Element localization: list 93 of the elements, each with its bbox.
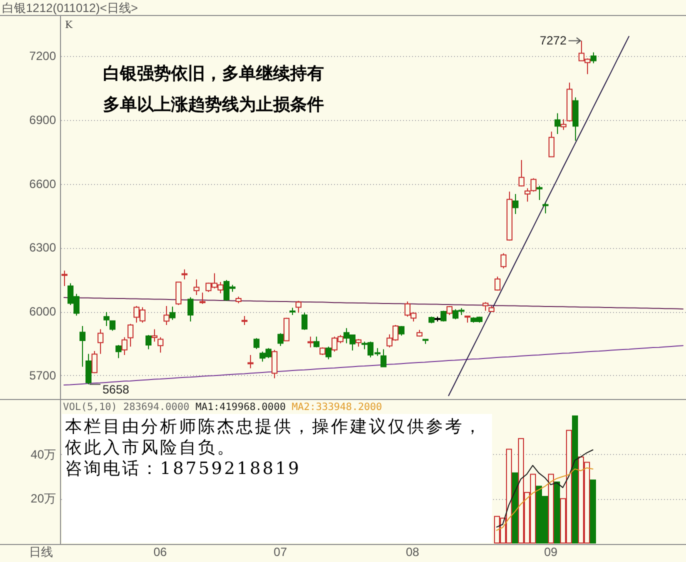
candlestick: [296, 300, 302, 314]
candlestick: [500, 252, 506, 269]
candlestick: [62, 270, 68, 286]
candlestick: [560, 118, 566, 130]
x-tick-label: 06: [153, 545, 168, 559]
candlestick: [170, 306, 176, 320]
annotation: 咨询电话：18759218819: [65, 459, 301, 479]
line-series: [496, 449, 594, 528]
candlestick: [356, 338, 362, 348]
candlestick: [164, 306, 170, 326]
candlestick: [380, 348, 386, 368]
candlestick: [194, 278, 200, 296]
y-tick-label: 6600: [29, 176, 56, 191]
candlestick: [512, 194, 518, 215]
line-series: [448, 36, 630, 396]
candlestick: [506, 191, 512, 242]
candlestick: [416, 329, 422, 338]
candlestick: [464, 315, 470, 324]
candlestick: [308, 336, 314, 348]
candlestick: [398, 326, 404, 336]
candlestick: [518, 159, 524, 188]
line-series: [496, 467, 594, 531]
candlestick: [566, 82, 572, 122]
candlestick: [98, 328, 104, 354]
candlestick: [488, 306, 494, 312]
candlestick: [158, 336, 164, 354]
y-tick-label: 40万: [30, 447, 56, 462]
candlestick: [146, 334, 152, 350]
x-tick-label: 09: [544, 545, 558, 559]
candlestick: [254, 338, 260, 350]
candlestick: [272, 349, 278, 379]
candlestick: [434, 316, 440, 322]
candlestick: [290, 307, 296, 316]
bar: [590, 480, 596, 544]
y-tick-label: 6300: [29, 240, 56, 255]
x-tick-label: 07: [274, 545, 288, 559]
candlestick: [548, 131, 554, 158]
bar: [572, 415, 578, 544]
candlestick: [542, 202, 548, 214]
candlestick: [326, 346, 332, 360]
line-series: [64, 345, 684, 386]
candlestick: [86, 353, 92, 385]
candlestick: [122, 336, 128, 356]
candlestick: [422, 338, 428, 344]
candlestick: [302, 312, 308, 330]
chart-title: VOL(5,10) 283694.0000: [63, 402, 190, 413]
candlestick: [590, 52, 596, 64]
bar: [512, 472, 518, 544]
text: MA2:333948.2000: [292, 402, 382, 413]
annotation: 本栏目由分析师陈杰忠提供，操作建议仅供参考，依此入市风险自负。: [65, 417, 483, 458]
candlestick: [248, 354, 254, 369]
candlestick: [440, 310, 446, 322]
candlestick: [188, 296, 194, 322]
x-axis-title: 日线: [29, 545, 53, 559]
y-tick-label: 6900: [29, 112, 56, 127]
candlestick: [104, 311, 110, 327]
line-series: [64, 297, 684, 310]
candlestick: [92, 350, 98, 374]
candlestick: [116, 344, 122, 359]
candlestick: [314, 336, 320, 348]
chart-subtitle: K: [65, 20, 73, 31]
candlestick: [182, 268, 188, 280]
candlestick: [200, 292, 206, 304]
y-tick-label: 5700: [29, 368, 56, 382]
bar: [554, 482, 560, 544]
chart-title: 白银1212(011012)<日线>: [2, 1, 138, 15]
annotation: 5658: [102, 382, 130, 396]
candlestick: [572, 96, 578, 142]
candlestick: [554, 112, 560, 134]
candlestick: [446, 306, 452, 316]
candlestick: [428, 316, 434, 324]
candlestick: [320, 346, 326, 356]
candlestick: [242, 316, 248, 326]
candlestick: [152, 328, 158, 342]
y-tick-label: 7200: [29, 49, 56, 64]
candlestick: [494, 276, 500, 292]
annotation: 7272: [540, 34, 567, 48]
candlestick: [80, 326, 86, 368]
candlestick: [536, 185, 542, 200]
y-tick-label: 6000: [29, 304, 56, 319]
candlestick: [110, 320, 116, 332]
x-tick-label: 08: [406, 545, 420, 559]
annotation: 多单以上涨趋势线为止损条件: [103, 95, 324, 114]
bar: [548, 474, 554, 544]
candlestick: [128, 323, 134, 348]
candlestick: [176, 282, 182, 306]
candlestick: [482, 302, 488, 312]
candlestick: [236, 296, 242, 304]
candlestick: [278, 332, 284, 347]
y-tick-label: 20万: [30, 492, 56, 506]
annotation: 白银强势依旧，多单继续持有: [103, 64, 324, 83]
text: MA1:419968.0000: [195, 402, 286, 413]
candlestick: [284, 317, 290, 342]
